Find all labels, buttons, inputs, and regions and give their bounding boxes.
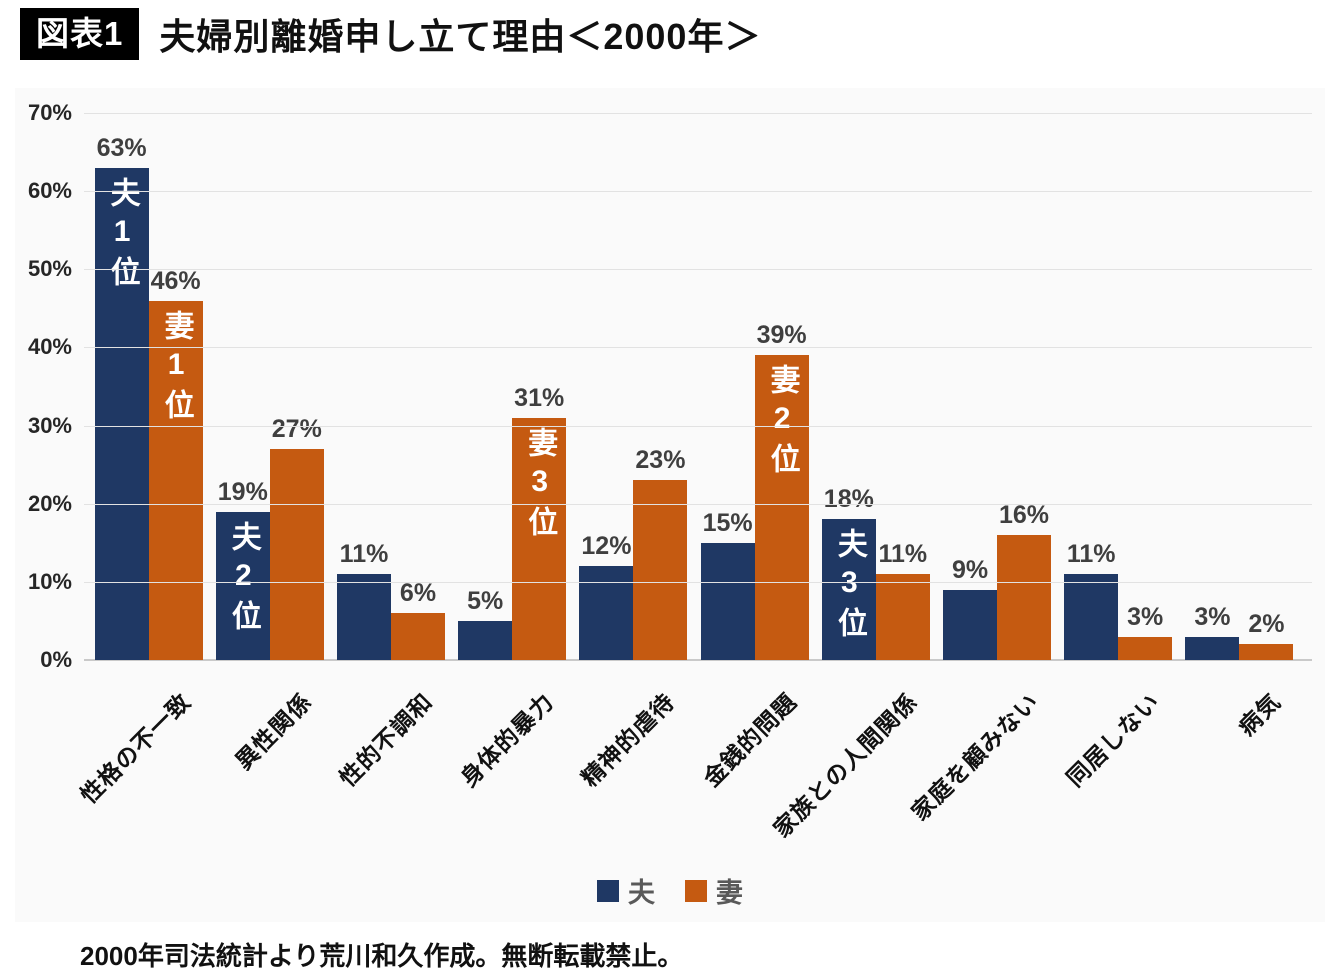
- value-label: 3%: [1127, 602, 1164, 631]
- bar-wife-10: 2%: [1239, 610, 1294, 660]
- gridline: [84, 503, 1312, 505]
- value-label: 12%: [581, 532, 632, 561]
- rank-label: 妻1位: [159, 309, 193, 427]
- bar-wife-3: 6%: [391, 579, 445, 660]
- bar-group: 11% 3%: [1058, 113, 1179, 660]
- value-label: 15%: [702, 508, 753, 537]
- y-axis-tick: 10%: [27, 568, 72, 594]
- bar-wife-1: 46% 妻1位: [148, 267, 203, 660]
- bar-group: 5% 31% 妻3位: [452, 113, 573, 660]
- legend-item-husband: 夫: [597, 871, 655, 910]
- bar-wife-7: 11%: [875, 540, 930, 660]
- bar-group: 15% 39% 妻2位: [694, 113, 815, 660]
- gridline: [84, 581, 1312, 583]
- value-label: 39%: [756, 321, 807, 350]
- bar-husband-9: 11%: [1064, 540, 1119, 660]
- bar-husband-7: 18% 夫3位: [821, 485, 876, 660]
- bar-husband-1: 63% 夫1位: [94, 134, 149, 660]
- value-label: 3%: [1194, 602, 1231, 631]
- bar-group: 19% 夫2位 27%: [209, 113, 330, 660]
- bar-wife-8: 16%: [997, 501, 1052, 660]
- x-axis-label: 同居しない: [1061, 688, 1165, 792]
- bar-husband-4: 5%: [458, 587, 513, 660]
- bar-group: 3% 2%: [1179, 113, 1300, 660]
- rank-label: 妻2位: [765, 364, 799, 482]
- bar-chart-panel: 63% 夫1位 46% 妻1位 19% 夫2位 27% 11% 6% 5% 31% 妻3位 12% 23%…: [15, 88, 1325, 922]
- value-label: 18%: [823, 485, 874, 514]
- bar-wife-2: 27%: [269, 415, 324, 660]
- legend-swatch-husband: [597, 879, 619, 902]
- bar-groups: 63% 夫1位 46% 妻1位 19% 夫2位 27% 11% 6% 5% 31% 妻3位 12% 23%…: [88, 113, 1300, 660]
- x-axis-label: 身体的暴力: [455, 688, 559, 792]
- value-label: 5%: [467, 586, 504, 615]
- chart-header: 図表1 夫婦別離婚申し立て理由＜2000年＞: [20, 8, 761, 60]
- bar-husband-10: 3%: [1185, 603, 1240, 660]
- figure-number-badge: 図表1: [20, 8, 140, 60]
- y-axis-tick: 70%: [27, 100, 72, 125]
- bar-group: 9% 16%: [936, 113, 1057, 660]
- x-axis-label: 家庭を顧みない: [906, 688, 1044, 826]
- bar-group: 12% 23%: [573, 113, 694, 660]
- bar-wife-6: 39% 妻2位: [754, 321, 809, 660]
- value-label: 31%: [514, 383, 565, 412]
- gridline: [84, 347, 1312, 349]
- gridline: [84, 269, 1312, 271]
- legend-item-wife: 妻: [685, 871, 743, 910]
- bar-group: 18% 夫3位 11%: [815, 113, 936, 660]
- gridline: [84, 191, 1312, 193]
- bar-group: 63% 夫1位 46% 妻1位: [88, 113, 209, 660]
- value-label: 19%: [217, 477, 268, 506]
- value-label: 9%: [951, 555, 989, 584]
- value-label: 6%: [399, 579, 437, 608]
- y-axis-tick: 50%: [27, 256, 72, 282]
- rank-label: 夫2位: [226, 520, 260, 638]
- rank-label: 夫1位: [105, 176, 139, 294]
- bar-wife-5: 23%: [633, 446, 688, 660]
- bar-wife-9: 3%: [1118, 603, 1173, 660]
- legend-swatch-wife: [685, 879, 707, 902]
- bar-husband-2: 19% 夫2位: [215, 478, 270, 660]
- bar-husband-5: 12%: [579, 532, 634, 660]
- source-note: 2000年司法統計より荒川和久作成。無断転載禁止。: [80, 941, 684, 971]
- rank-label: 夫3位: [832, 528, 866, 646]
- x-axis-label: 病気: [1233, 688, 1287, 741]
- y-axis-tick: 20%: [27, 490, 72, 516]
- x-axis-label: 金銭的問題: [697, 688, 802, 792]
- value-label: 46%: [150, 266, 201, 295]
- rank-label: 妻3位: [523, 426, 557, 544]
- y-axis-tick: 30%: [27, 412, 72, 438]
- bar-wife-4: 31% 妻3位: [512, 384, 567, 660]
- x-axis-label: 性格の不一致: [75, 688, 196, 809]
- bar-husband-6: 15%: [700, 509, 755, 660]
- y-axis-tick: 60%: [27, 178, 72, 204]
- legend-label-wife: 妻: [716, 878, 743, 908]
- x-axis-label: 異性関係: [230, 688, 317, 775]
- y-axis-tick: 40%: [27, 334, 72, 360]
- value-label: 11%: [1066, 540, 1116, 569]
- plot-area: 63% 夫1位 46% 妻1位 19% 夫2位 27% 11% 6% 5% 31% 妻3位 12% 23%…: [28, 100, 1312, 672]
- x-axis-line: [84, 659, 1312, 661]
- value-label: 11%: [339, 540, 389, 569]
- value-label: 2%: [1248, 610, 1285, 639]
- page-title: 夫婦別離婚申し立て理由＜2000年＞: [159, 16, 762, 57]
- value-label: 11%: [878, 540, 928, 569]
- value-label: 63%: [96, 133, 147, 162]
- y-axis-tick: 0%: [40, 647, 72, 672]
- value-label: 23%: [635, 446, 686, 475]
- value-label: 16%: [998, 500, 1050, 529]
- bar-husband-8: 9%: [943, 556, 998, 660]
- gridline: [84, 425, 1312, 427]
- gridline: [84, 113, 1312, 114]
- x-axis-label: 精神的虐待: [576, 688, 681, 792]
- x-axis-label: 性的不調和: [334, 688, 438, 792]
- legend-label-husband: 夫: [628, 878, 655, 908]
- bar-husband-3: 11%: [337, 540, 391, 660]
- chart-legend: 夫妻: [15, 871, 1325, 910]
- bar-group: 11% 6%: [330, 113, 451, 660]
- value-label: 27%: [271, 415, 322, 444]
